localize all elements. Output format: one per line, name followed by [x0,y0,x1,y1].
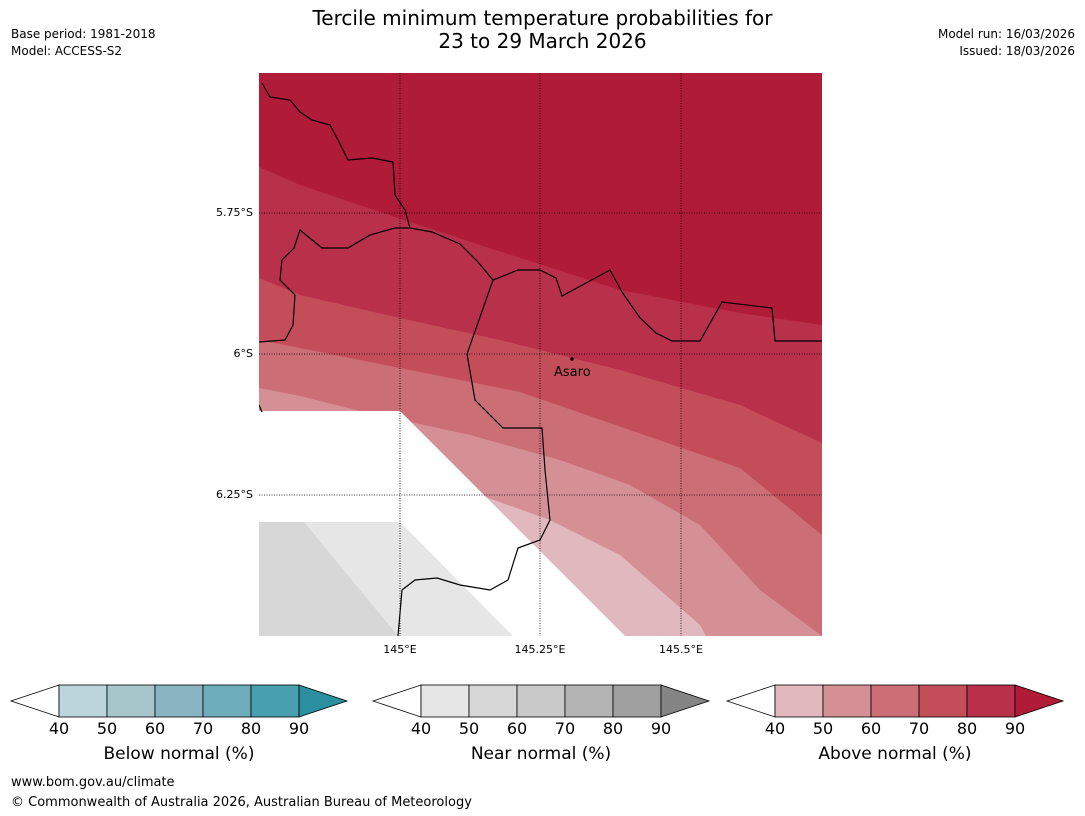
lat-label: 5.75°S [216,206,253,219]
colorbar-near-normal: 40 50 60 70 80 90 Near normal (%) [371,684,711,774]
title-line-2: 23 to 29 March 2026 [438,29,647,53]
cb-swatch [612,684,662,718]
cb-tick: 50 [812,719,834,738]
cb-swatch [420,684,470,718]
lon-label: 145.5°E [659,643,703,656]
cb-tick: 40 [48,719,70,738]
model-name: Model: ACCESS-S2 [11,44,123,58]
cb-tick: 70 [192,719,214,738]
cb-swatch [371,684,422,718]
city-marker [570,357,574,361]
lon-label: 145°E [383,643,417,656]
cb-tick: 60 [506,719,528,738]
cb-label: Above normal (%) [818,744,972,764]
cb-label: Near normal (%) [470,744,612,764]
lon-label: 145.25°E [514,643,566,656]
colorbar-above-normal: 40 50 60 70 80 90 Above normal (%) [725,684,1065,774]
cb-swatch [106,684,156,718]
colorbar-swatches [725,684,1065,718]
cb-swatch [774,684,824,718]
cb-tick: 60 [860,719,882,738]
cb-swatch [918,684,968,718]
lat-label: 6.25°S [216,488,253,501]
cb-tick: 90 [1004,719,1026,738]
cb-tick: 70 [908,719,930,738]
meta-right: Model run: 16/03/2026 Issued: 18/03/2026 [938,26,1075,60]
cb-swatch [202,684,252,718]
cb-swatch [154,684,204,718]
cb-tick: 50 [96,719,118,738]
cb-swatch [564,684,614,718]
base-period: Base period: 1981-2018 [11,27,156,41]
cb-tick: 70 [554,719,576,738]
border-west [259,227,410,343]
cb-swatch [870,684,920,718]
border-north [261,82,822,342]
colorbar-below-normal: 40 50 60 70 80 90 Below normal (%) [9,684,349,774]
cb-swatch [516,684,566,718]
cb-tick: 90 [650,719,672,738]
border-central [397,279,551,636]
cb-swatch [250,684,300,718]
footer-url[interactable]: www.bom.gov.au/climate [11,775,175,790]
band-near-60 [259,522,398,636]
footer-copyright: © Commonwealth of Australia 2026, Austra… [11,795,472,810]
title-line-1: Tercile minimum temperature probabilitie… [312,6,773,30]
cb-tick: 40 [410,719,432,738]
lat-label: 6°S [233,347,253,360]
cb-tick: 90 [288,719,310,738]
cb-swatch [660,684,711,718]
cb-swatch [9,684,60,718]
cb-label: Below normal (%) [103,744,255,764]
border-southwest [259,404,263,413]
province-borders [259,82,822,636]
cb-tick: 80 [602,719,624,738]
issued-date: Issued: 18/03/2026 [959,44,1075,58]
chart-title: Tercile minimum temperature probabilitie… [0,7,1085,53]
cb-tick: 40 [764,719,786,738]
model-run: Model run: 16/03/2026 [937,27,1075,41]
cb-swatch [298,684,349,718]
cb-swatch [822,684,872,718]
colorbar-swatches [371,684,711,718]
cb-swatch [1014,684,1065,718]
cb-swatch [725,684,776,718]
cb-swatch [966,684,1016,718]
cb-swatch [58,684,108,718]
cb-tick: 50 [458,719,480,738]
meta-left: Base period: 1981-2018 Model: ACCESS-S2 [11,26,156,60]
cb-tick: 60 [144,719,166,738]
colorbar-swatches [9,684,349,718]
cb-tick: 80 [240,719,262,738]
cb-tick: 80 [956,719,978,738]
cb-swatch [468,684,518,718]
city-label: Asaro [554,365,591,380]
